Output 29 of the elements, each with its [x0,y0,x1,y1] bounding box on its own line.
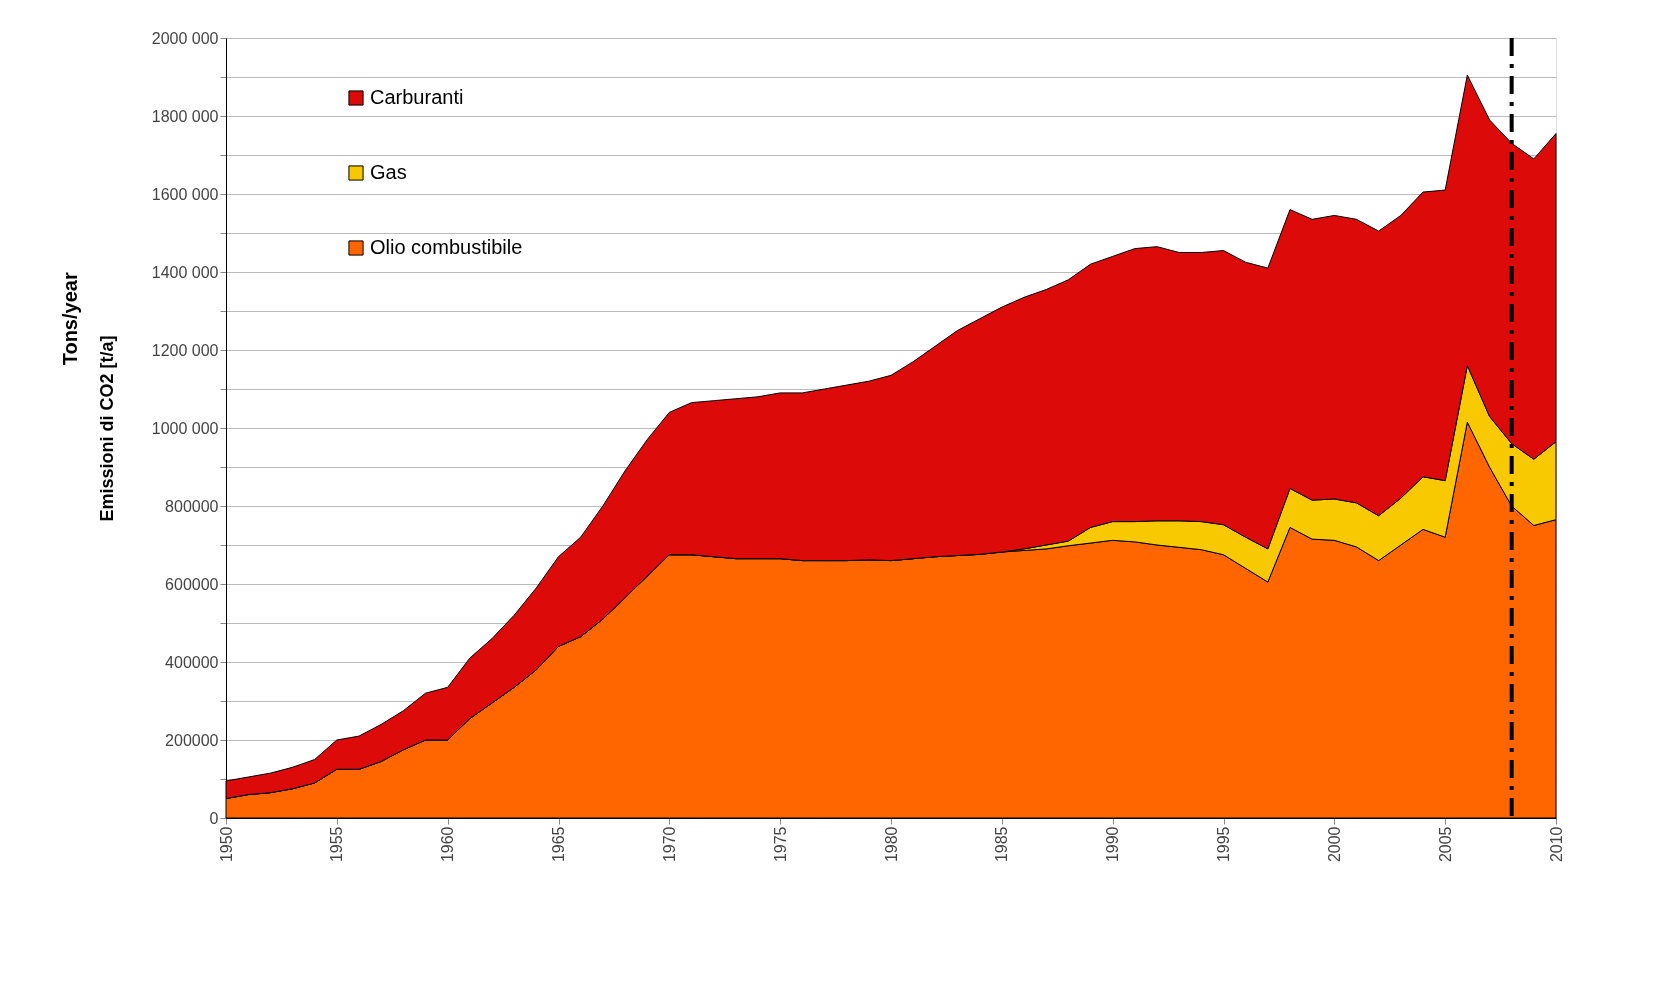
x-tick-label: 1950 [217,826,235,863]
y-tick-label: 200000 [165,731,219,749]
y-tick-label: 0 [209,809,219,827]
x-tick-label: 1995 [1215,826,1232,863]
y-tick-label: 600000 [165,575,219,593]
x-tick-label: 1960 [439,826,457,863]
x-tick-label: 1955 [328,826,346,863]
x-tick-label: 1970 [660,826,678,863]
x-tick-label: 1980 [882,826,900,863]
y-tick-label: 1600 000 [151,185,219,203]
y-axis-title: Emissioni di CO2 [t/a] [96,335,117,522]
y-tick-label: 800000 [165,497,219,515]
y-tick-label: 2000 000 [151,29,219,47]
x-tick-label: 2000 [1325,826,1343,863]
y-tick-label: 1000 000 [151,419,219,437]
legend-label: Gas [370,161,407,183]
x-tick-label: 1990 [1104,826,1122,863]
x-tick-label: 2005 [1436,826,1454,863]
text: Tons/year [59,272,81,366]
x-tick-label: 2010 [1547,826,1565,863]
y-tick-label: 1200 000 [151,341,219,359]
legend-label: Carburanti [370,86,464,108]
x-tick-label: 1965 [550,826,567,863]
x-tick-label: 1985 [993,826,1011,863]
y-tick-label: 1400 000 [151,263,219,281]
y-tick-label: 1800 000 [151,107,219,125]
y-tick-label: 400000 [165,653,219,671]
legend-label: Olio combustibile [370,236,523,258]
x-tick-label: 1975 [771,826,789,863]
